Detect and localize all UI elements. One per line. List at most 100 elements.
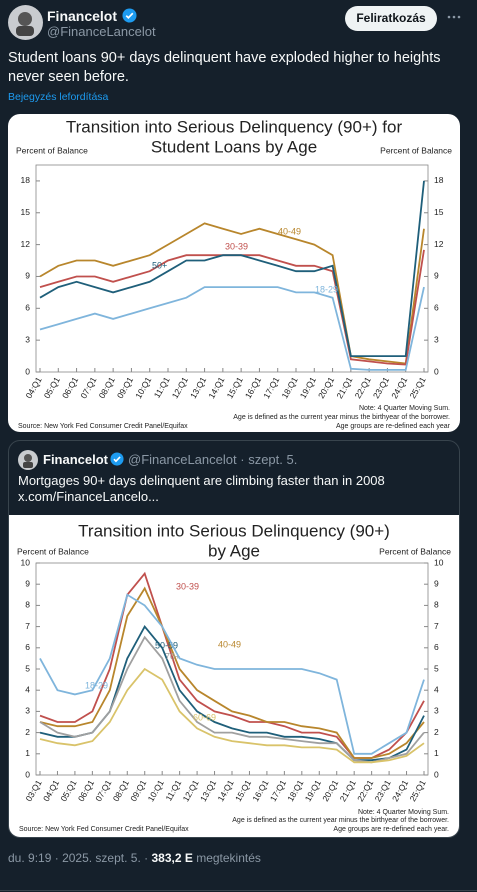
verified-badge: [122, 8, 137, 23]
quote-avatar: [18, 450, 38, 470]
tweet-footer: du. 9:19 · 2025. szept. 5. · 383,2 E meg…: [8, 851, 261, 865]
chart-card: Transition into Serious Delinquency (90+…: [8, 114, 460, 432]
y2-axis-label: Percent of Balance: [380, 145, 452, 155]
y-tick-label: 6: [25, 303, 30, 313]
series-label: 40-49: [218, 639, 241, 649]
x-tick-label: 15:Q1: [225, 375, 245, 400]
x-tick-label: 10:Q1: [133, 375, 153, 400]
y2-axis-label: Percent of Balance: [379, 546, 451, 556]
chart-title: by Age: [208, 541, 260, 560]
x-tick-label: 25:Q1: [407, 778, 427, 803]
x-tick-label: 24:Q1: [389, 375, 409, 400]
series-label: 18-29: [85, 680, 108, 690]
more-button[interactable]: [447, 14, 461, 20]
x-tick-label: 12:Q1: [170, 375, 190, 400]
x-tick-label: 14:Q1: [215, 778, 235, 803]
y-tick-label: 8: [25, 600, 30, 610]
y2-tick-label: 0: [434, 366, 439, 376]
y2-tick-label: 10: [434, 557, 444, 567]
x-tick-label: 05:Q1: [42, 375, 62, 400]
chart-title: Student Loans by Age: [151, 137, 317, 156]
x-tick-label: 06:Q1: [60, 375, 80, 400]
y2-tick-label: 8: [434, 600, 439, 610]
y-tick-label: 3: [25, 706, 30, 716]
x-tick-label: 12:Q1: [181, 778, 201, 803]
time: du. 9:19: [8, 851, 52, 865]
quote-link[interactable]: x.com/FinanceLancelo...: [18, 489, 159, 504]
translate-link[interactable]: Bejegyzés lefordítása: [8, 91, 109, 103]
y-tick-label: 3: [25, 334, 30, 344]
series-line: [39, 571, 425, 759]
quote-card[interactable]: Financelot @FinanceLancelot · szept. 5. …: [8, 440, 460, 838]
follow-button[interactable]: Feliratkozás: [345, 6, 437, 31]
y-axis-label: Percent of Balance: [16, 145, 88, 155]
x-tick-label: 21:Q1: [334, 375, 354, 400]
separator: ·: [54, 851, 59, 865]
x-tick-label: 18:Q1: [285, 778, 305, 803]
x-tick-label: 08:Q1: [97, 375, 117, 400]
note: Age is defined as the current year minus…: [232, 817, 449, 824]
views-label: megtekintés: [196, 851, 261, 865]
y2-tick-label: 2: [434, 727, 439, 737]
series-line: [39, 667, 425, 764]
chart: Transition into Serious Delinquency (90+…: [16, 117, 452, 430]
y-tick-label: 9: [25, 271, 30, 281]
x-tick-label: 15:Q1: [233, 778, 253, 803]
x-tick-label: 17:Q1: [261, 375, 281, 400]
x-tick-label: 22:Q1: [355, 778, 375, 803]
avatar[interactable]: [8, 5, 43, 40]
y-tick-label: 6: [25, 642, 30, 652]
y-tick-label: 5: [25, 663, 30, 673]
series-label: 60-69: [193, 712, 216, 722]
y-tick-label: 10: [21, 557, 31, 567]
verified-badge: [110, 452, 124, 466]
y-axis-label: Percent of Balance: [17, 546, 89, 556]
x-tick-label: 07:Q1: [78, 375, 98, 400]
source: Source: New York Fed Consumer Credit Pan…: [19, 826, 189, 833]
x-tick-label: 14:Q1: [206, 375, 226, 400]
series-line: [39, 249, 425, 366]
separator: ·: [240, 452, 245, 467]
note: Age groups are re-defined each year: [336, 423, 451, 430]
y2-tick-label: 9: [434, 271, 439, 281]
author-name[interactable]: Financelot: [47, 8, 118, 24]
x-tick-label: 17:Q1: [268, 778, 288, 803]
quote-name: Financelot: [43, 452, 109, 467]
series-label: 50+: [152, 260, 167, 270]
quote-date: szept. 5.: [248, 452, 298, 467]
y2-tick-label: 7: [434, 621, 439, 631]
quote-meta: @FinanceLancelot · szept. 5.: [128, 452, 297, 467]
series-line: [39, 180, 425, 357]
series-line: [39, 586, 425, 759]
series-label: 30-39: [176, 581, 199, 591]
x-tick-label: 22:Q1: [353, 375, 373, 400]
x-tick-label: 13:Q1: [198, 778, 218, 803]
x-tick-label: 11:Q1: [152, 375, 172, 400]
x-tick-label: 23:Q1: [371, 375, 391, 400]
x-tick-label: 24:Q1: [390, 778, 410, 803]
series-line: [39, 286, 425, 371]
y-tick-label: 12: [21, 239, 31, 249]
y2-tick-label: 6: [434, 642, 439, 652]
quote-text: Mortgages 90+ days delinquent are climbi…: [18, 473, 385, 488]
x-tick-label: 19:Q1: [298, 375, 318, 400]
y2-tick-label: 15: [434, 207, 444, 217]
x-tick-label: 04:Q1: [41, 778, 61, 803]
series-label: 30-39: [225, 241, 248, 251]
view-count: 383,2 E: [151, 851, 193, 865]
y2-tick-label: 1: [434, 748, 439, 758]
author-handle[interactable]: @FinanceLancelot: [47, 24, 156, 39]
y2-tick-label: 6: [434, 303, 439, 313]
y-tick-label: 1: [25, 748, 30, 758]
chart-card: Transition into Serious Delinquency (90+…: [9, 515, 459, 837]
y2-tick-label: 3: [434, 334, 439, 344]
series-line: [39, 635, 425, 764]
series-line: [39, 593, 425, 755]
y-tick-label: 18: [21, 175, 31, 185]
chart-title: Transition into Serious Delinquency (90+…: [66, 117, 403, 136]
y2-tick-label: 12: [434, 239, 444, 249]
y-tick-label: 0: [25, 366, 30, 376]
x-tick-label: 07:Q1: [93, 778, 113, 803]
x-tick-label: 19:Q1: [303, 778, 323, 803]
